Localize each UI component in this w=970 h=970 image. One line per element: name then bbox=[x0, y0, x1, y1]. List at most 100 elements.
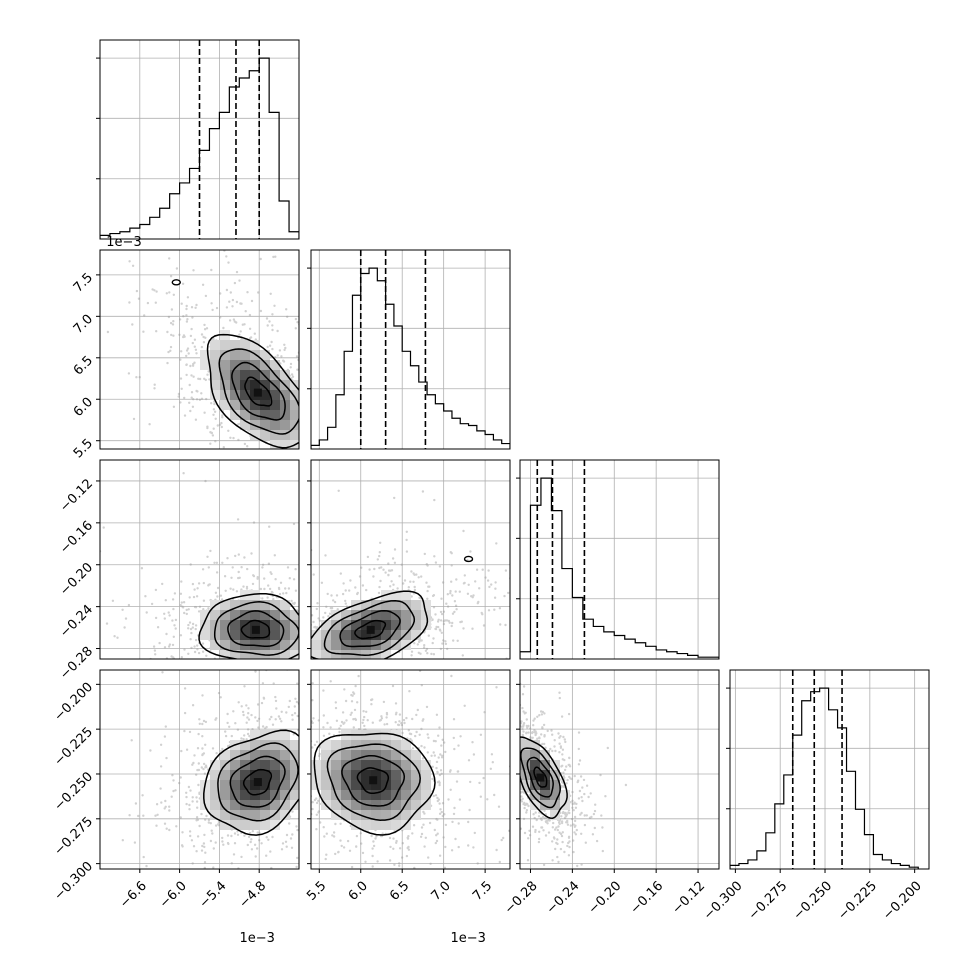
density-cell bbox=[361, 600, 371, 610]
density-cell bbox=[331, 770, 341, 780]
density-cell bbox=[401, 640, 411, 650]
density-cell bbox=[270, 740, 280, 750]
density-cell bbox=[210, 610, 220, 620]
hist-panel-0 bbox=[96, 39, 300, 240]
density-cell bbox=[321, 790, 331, 800]
contour-level-3 bbox=[323, 599, 416, 656]
density-cell bbox=[311, 780, 321, 790]
density-cell bbox=[290, 780, 299, 790]
y-tick-label: −0.24 bbox=[57, 602, 96, 641]
density-cell bbox=[391, 600, 401, 610]
density-cell bbox=[520, 750, 530, 760]
y-tick-label: −0.250 bbox=[51, 769, 96, 814]
density-cell bbox=[250, 800, 260, 810]
density-cell bbox=[401, 790, 411, 800]
density-cell bbox=[240, 400, 250, 410]
density-cell bbox=[290, 760, 299, 770]
contour-level-1 bbox=[242, 768, 273, 796]
density-cell bbox=[560, 800, 570, 810]
density-cell bbox=[240, 360, 250, 370]
density-cell bbox=[200, 620, 210, 630]
density-cell bbox=[371, 740, 381, 750]
density-cell bbox=[220, 630, 230, 640]
density-cell bbox=[371, 760, 381, 770]
x-offset-label: 1e−3 bbox=[450, 931, 485, 946]
density-cell bbox=[381, 630, 391, 640]
contour-level-2 bbox=[341, 754, 406, 807]
x-tick-label: −0.300 bbox=[701, 879, 746, 924]
y-tick-label: −0.225 bbox=[51, 725, 96, 770]
density-cell bbox=[381, 820, 391, 830]
density-cell bbox=[550, 770, 560, 780]
hist-panel-2 bbox=[516, 459, 720, 660]
density-cell bbox=[260, 600, 270, 610]
density-cell bbox=[290, 430, 299, 440]
density-cell bbox=[341, 740, 351, 750]
density-cell bbox=[280, 640, 290, 650]
density-cell bbox=[210, 380, 220, 390]
panel-frame bbox=[310, 459, 511, 660]
panel-frame bbox=[310, 669, 511, 870]
density-cell bbox=[230, 650, 240, 659]
density-cell bbox=[331, 740, 341, 750]
contour-level-3 bbox=[217, 742, 299, 822]
hist-panel-3 bbox=[726, 669, 930, 870]
density-cell bbox=[270, 630, 280, 640]
density-cell bbox=[290, 610, 299, 620]
density-cell bbox=[250, 340, 260, 350]
density-cell bbox=[311, 760, 321, 770]
density-cell bbox=[550, 810, 560, 820]
density-cell bbox=[270, 600, 280, 610]
contour-level-1 bbox=[356, 767, 390, 795]
density-cell bbox=[220, 770, 230, 780]
density-peak bbox=[366, 625, 375, 634]
density-cell bbox=[280, 790, 290, 800]
density-cell bbox=[220, 780, 230, 790]
density-cell bbox=[361, 640, 371, 650]
contour-level-1 bbox=[244, 376, 273, 407]
contour-level-1 bbox=[354, 619, 387, 640]
density-cell bbox=[230, 610, 240, 620]
panel-content bbox=[100, 460, 299, 659]
density-cell bbox=[401, 780, 411, 790]
x-tick-label: −0.20 bbox=[586, 879, 625, 918]
density-cell bbox=[210, 620, 220, 630]
density-cell bbox=[270, 820, 280, 830]
density-cell bbox=[280, 440, 290, 449]
density-cell bbox=[520, 760, 530, 770]
density-cell bbox=[230, 760, 240, 770]
density-cell bbox=[401, 750, 411, 760]
histogram-step bbox=[311, 267, 510, 449]
density-cell bbox=[220, 610, 230, 620]
pair-panel-3-0 bbox=[99, 669, 300, 870]
density-cell bbox=[421, 600, 431, 610]
density-cell bbox=[280, 430, 290, 440]
density-cell bbox=[240, 780, 250, 790]
density-cell bbox=[421, 800, 431, 810]
contour-level-3 bbox=[213, 601, 299, 656]
density-cell bbox=[391, 780, 401, 790]
contour-level-3 bbox=[218, 348, 299, 435]
density-cell bbox=[341, 760, 351, 770]
density-cell bbox=[371, 770, 381, 780]
density-cell bbox=[341, 810, 351, 820]
histogram-step bbox=[520, 477, 719, 659]
density-cell bbox=[290, 740, 299, 750]
density-cell bbox=[220, 360, 230, 370]
density-cell bbox=[220, 400, 230, 410]
density-cell bbox=[220, 600, 230, 610]
density-cell bbox=[230, 340, 240, 350]
density-cell bbox=[260, 420, 270, 430]
density-cell bbox=[381, 810, 391, 820]
density-cell bbox=[260, 780, 270, 790]
density-cell bbox=[240, 350, 250, 360]
density-cell bbox=[280, 750, 290, 760]
density-cell bbox=[230, 820, 240, 830]
density-cell bbox=[220, 750, 230, 760]
density-cell bbox=[530, 760, 540, 770]
density-cell bbox=[331, 780, 341, 790]
density-cell bbox=[250, 760, 260, 770]
density-cell bbox=[341, 610, 351, 620]
density-cell bbox=[230, 770, 240, 780]
density-cell bbox=[210, 780, 220, 790]
